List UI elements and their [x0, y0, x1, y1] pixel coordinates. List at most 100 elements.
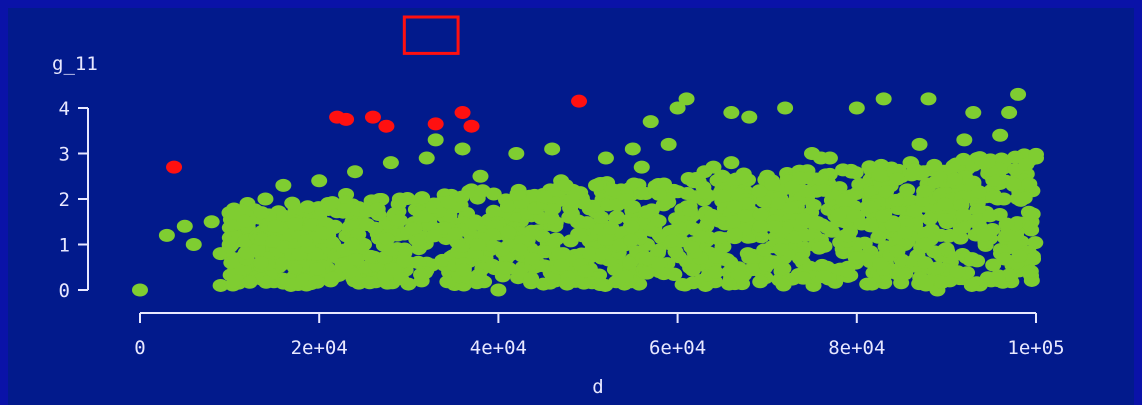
- green-point[interactable]: [985, 258, 1002, 272]
- green-point[interactable]: [1022, 264, 1039, 278]
- green-point[interactable]: [413, 268, 430, 282]
- green-point[interactable]: [681, 203, 698, 217]
- green-point[interactable]: [593, 210, 610, 224]
- green-point[interactable]: [723, 156, 740, 170]
- green-point[interactable]: [536, 190, 553, 204]
- green-point[interactable]: [752, 219, 769, 233]
- green-point[interactable]: [633, 160, 650, 174]
- green-point[interactable]: [241, 275, 258, 289]
- green-point[interactable]: [622, 256, 639, 270]
- green-point[interactable]: [447, 227, 464, 241]
- green-point[interactable]: [683, 240, 700, 254]
- green-point[interactable]: [755, 194, 772, 208]
- green-point[interactable]: [597, 151, 614, 165]
- green-series[interactable]: [132, 87, 1044, 297]
- green-point[interactable]: [934, 275, 951, 289]
- green-point[interactable]: [874, 209, 891, 223]
- green-point[interactable]: [772, 243, 789, 257]
- green-point[interactable]: [237, 246, 254, 260]
- green-point[interactable]: [853, 217, 870, 231]
- green-point[interactable]: [684, 263, 701, 277]
- green-point[interactable]: [500, 225, 517, 239]
- green-point[interactable]: [418, 151, 435, 165]
- green-point[interactable]: [704, 208, 721, 222]
- green-point[interactable]: [764, 177, 781, 191]
- green-point[interactable]: [745, 263, 762, 277]
- green-point[interactable]: [499, 199, 516, 213]
- green-point[interactable]: [707, 265, 724, 279]
- green-point[interactable]: [350, 227, 367, 241]
- green-point[interactable]: [942, 228, 959, 242]
- green-point[interactable]: [511, 243, 528, 257]
- green-point[interactable]: [275, 276, 292, 290]
- green-point[interactable]: [496, 261, 513, 275]
- green-point[interactable]: [650, 243, 667, 257]
- green-point[interactable]: [667, 245, 684, 259]
- green-point[interactable]: [696, 186, 713, 200]
- green-point[interactable]: [655, 267, 672, 281]
- green-point[interactable]: [811, 241, 828, 255]
- green-point[interactable]: [916, 256, 933, 270]
- green-point[interactable]: [557, 178, 574, 192]
- green-point[interactable]: [674, 278, 691, 292]
- green-point[interactable]: [385, 262, 402, 276]
- green-point[interactable]: [739, 197, 756, 211]
- green-point[interactable]: [158, 228, 175, 242]
- green-point[interactable]: [861, 160, 878, 174]
- green-point[interactable]: [861, 200, 878, 214]
- green-point[interactable]: [985, 190, 1002, 204]
- green-point[interactable]: [553, 258, 570, 272]
- red-point[interactable]: [378, 119, 395, 133]
- green-point[interactable]: [578, 216, 595, 230]
- green-point[interactable]: [132, 283, 148, 297]
- green-point[interactable]: [382, 156, 399, 170]
- green-point[interactable]: [236, 214, 253, 228]
- green-point[interactable]: [396, 254, 413, 268]
- green-point[interactable]: [212, 278, 229, 292]
- green-point[interactable]: [1018, 157, 1035, 171]
- green-point[interactable]: [624, 142, 641, 156]
- green-point[interactable]: [830, 208, 847, 222]
- green-point[interactable]: [814, 258, 831, 272]
- green-point[interactable]: [326, 221, 343, 235]
- green-point[interactable]: [899, 183, 916, 197]
- green-point[interactable]: [597, 232, 614, 246]
- green-point[interactable]: [808, 216, 825, 230]
- green-point[interactable]: [427, 133, 444, 147]
- green-point[interactable]: [838, 264, 855, 278]
- green-point[interactable]: [911, 137, 928, 151]
- green-point[interactable]: [872, 257, 889, 271]
- green-point[interactable]: [679, 187, 696, 201]
- green-point[interactable]: [1016, 191, 1033, 205]
- green-point[interactable]: [726, 227, 743, 241]
- green-point[interactable]: [870, 230, 887, 244]
- green-point[interactable]: [765, 255, 782, 269]
- green-point[interactable]: [713, 169, 730, 183]
- green-point[interactable]: [871, 168, 888, 182]
- green-point[interactable]: [551, 247, 568, 261]
- green-point[interactable]: [490, 283, 507, 297]
- green-point[interactable]: [563, 207, 580, 221]
- green-point[interactable]: [455, 263, 472, 277]
- green-point[interactable]: [391, 213, 408, 227]
- green-point[interactable]: [435, 221, 452, 235]
- red-series[interactable]: [166, 94, 588, 174]
- green-point[interactable]: [812, 172, 829, 186]
- green-point[interactable]: [1005, 177, 1022, 191]
- green-point[interactable]: [670, 220, 687, 234]
- green-point[interactable]: [523, 271, 540, 285]
- green-point[interactable]: [816, 183, 833, 197]
- green-point[interactable]: [835, 163, 852, 177]
- green-point[interactable]: [916, 184, 933, 198]
- green-point[interactable]: [379, 232, 396, 246]
- green-point[interactable]: [851, 177, 868, 191]
- green-point[interactable]: [889, 172, 906, 186]
- green-point[interactable]: [912, 271, 929, 285]
- green-point[interactable]: [835, 193, 852, 207]
- green-point[interactable]: [708, 250, 725, 264]
- green-point[interactable]: [794, 271, 811, 285]
- green-point[interactable]: [770, 197, 787, 211]
- green-point[interactable]: [722, 255, 739, 269]
- green-point[interactable]: [906, 204, 923, 218]
- green-point[interactable]: [798, 184, 815, 198]
